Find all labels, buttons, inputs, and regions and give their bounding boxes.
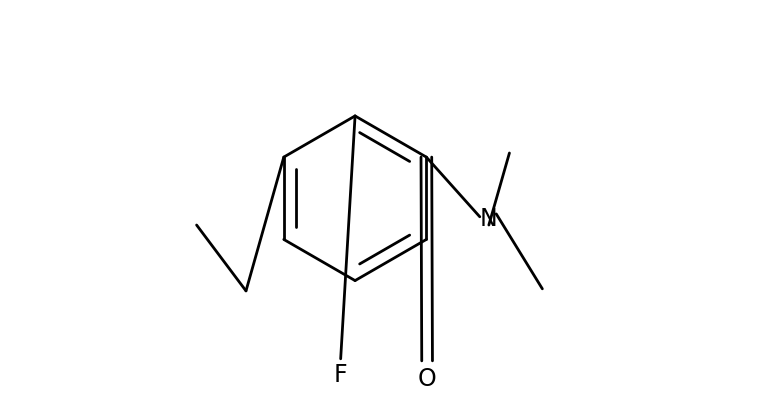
- Text: O: O: [417, 368, 436, 392]
- Text: N: N: [480, 207, 497, 231]
- Text: F: F: [334, 363, 348, 387]
